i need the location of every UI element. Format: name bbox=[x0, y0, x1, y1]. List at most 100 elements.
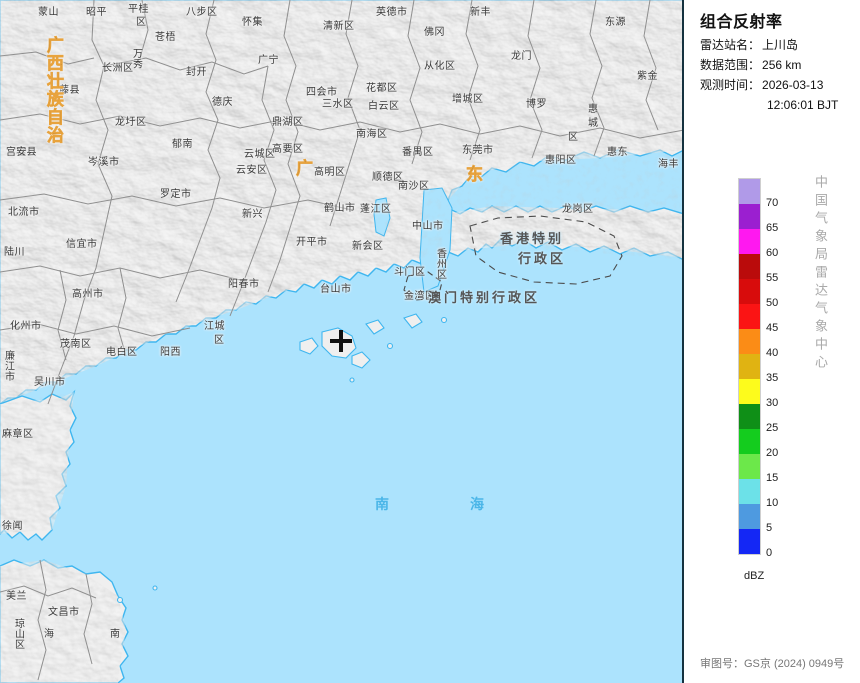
map-label-place: 苍梧 bbox=[155, 32, 176, 43]
colorbar-segment-55 bbox=[739, 279, 760, 304]
colorbar-gradient bbox=[738, 178, 761, 555]
map-label-place: 区 bbox=[214, 335, 225, 346]
map-label-place: 中山市 bbox=[412, 221, 444, 232]
map-label-place: 鼎湖区 bbox=[272, 117, 304, 128]
map-label-place: 南 bbox=[110, 629, 121, 640]
map-label-place: 增城区 bbox=[452, 94, 484, 105]
map-label-place: 岑溪市 bbox=[88, 157, 120, 168]
map-label-place: 云城区 bbox=[244, 149, 276, 160]
map-label-place: 博罗 bbox=[526, 99, 547, 110]
map-label-place: 南沙区 bbox=[398, 181, 430, 192]
meta-row-time: 观测时间： 2026-03-13 bbox=[700, 77, 838, 94]
colorbar-segment-75 bbox=[739, 179, 760, 204]
map-label-place: 江城 bbox=[204, 321, 225, 332]
map-label-sea: 南 bbox=[375, 496, 391, 512]
map-label-place: 蓬江区 bbox=[360, 204, 392, 215]
map-approval-number: 审图号：GS京 (2024) 0949号 bbox=[700, 658, 845, 670]
map-label-place: 香州区 bbox=[434, 248, 446, 280]
map-label-place: 佛冈 bbox=[424, 27, 445, 38]
metadata-block: 雷达站名： 上川岛 数据范围： 256 km 观测时间： 2026-03-13 … bbox=[700, 37, 838, 114]
map-label-place: 宫安 bbox=[6, 147, 27, 158]
map-label-place: 英德市 bbox=[376, 7, 408, 18]
map-label-place: 番禺区 bbox=[402, 147, 434, 158]
colorbar-unit: dBZ bbox=[744, 570, 765, 582]
meta-key-station: 雷达站名： bbox=[700, 38, 761, 52]
map-label-province: 广西壮族自治 bbox=[43, 36, 64, 145]
colorbar-tick-25: 25 bbox=[766, 422, 779, 434]
map-label-place: 高明区 bbox=[314, 167, 346, 178]
map-label-place: 徐闻 bbox=[2, 521, 23, 532]
colorbar-tick-20: 20 bbox=[766, 447, 779, 459]
map-label-place: 海 bbox=[44, 629, 55, 640]
radar-map[interactable]: 蒙山 昭平 平桂区 八步区 怀集 清新区 英德市 佛冈 新丰 东源 苍梧 万秀 广宁 从化区 龙门 紫金 长洲区… bbox=[0, 0, 684, 683]
map-label-place: 斗门区 bbox=[394, 267, 426, 278]
map-label-place: 电白区 bbox=[106, 347, 138, 358]
colorbar-segment-20 bbox=[739, 454, 760, 479]
colorbar-segment-25 bbox=[739, 429, 760, 454]
colorbar-tick-10: 10 bbox=[766, 497, 779, 509]
colorbar-segment-15 bbox=[739, 479, 760, 504]
map-label-place: 花都区 bbox=[366, 83, 398, 94]
map-label-place: 郁南 bbox=[172, 139, 193, 150]
map-label-place: 新会区 bbox=[352, 241, 384, 252]
map-label-place: 四会市 bbox=[306, 87, 338, 98]
map-label-place: 开平市 bbox=[296, 237, 328, 248]
map-label-place: 蒙山 bbox=[38, 7, 59, 18]
colorbar-segment-30 bbox=[739, 404, 760, 429]
colorbar-segment-45 bbox=[739, 329, 760, 354]
map-label-place: 清新区 bbox=[323, 21, 355, 32]
map-label-place: 东源 bbox=[605, 17, 626, 28]
map-label-province: 广 bbox=[296, 159, 314, 178]
map-label-place: 金湾区 bbox=[404, 291, 436, 302]
map-label-place: 区 bbox=[568, 132, 579, 143]
colorbar-tick-30: 30 bbox=[766, 397, 779, 409]
meta-row-station: 雷达站名： 上川岛 bbox=[700, 37, 838, 54]
colorbar-tick-60: 60 bbox=[766, 247, 779, 259]
colorbar-tick-65: 65 bbox=[766, 222, 779, 234]
map-label-place: 吴川市 bbox=[34, 377, 66, 388]
colorbar-segment-65 bbox=[739, 229, 760, 254]
map-label-place: 北流市 bbox=[8, 207, 40, 218]
map-label-place: 三水区 bbox=[322, 99, 354, 110]
map-label-place: 白云区 bbox=[368, 101, 400, 112]
map-label-place: 容县 bbox=[16, 147, 37, 158]
colorbar-tick-55: 55 bbox=[766, 272, 779, 284]
colorbar-segment-10 bbox=[739, 504, 760, 529]
colorbar-tick-45: 45 bbox=[766, 322, 779, 334]
colorbar-tick-40: 40 bbox=[766, 347, 779, 359]
map-label-place: 惠阳区 bbox=[545, 155, 577, 166]
meta-key-time: 观测时间： bbox=[700, 78, 761, 93]
map-label-place: 云安区 bbox=[236, 165, 268, 176]
map-label-place: 阳西 bbox=[160, 347, 181, 358]
product-title: 组合反射率 bbox=[700, 14, 783, 31]
map-label-place: 德庆 bbox=[212, 97, 233, 108]
map-label-place: 东莞市 bbox=[462, 145, 494, 156]
map-label-place: 龙岗区 bbox=[562, 204, 594, 215]
map-label-place: 惠 bbox=[588, 104, 599, 115]
colorbar-tick-35: 35 bbox=[766, 372, 779, 384]
map-label-place: 新丰 bbox=[470, 7, 491, 18]
map-label-place: 罗定市 bbox=[160, 189, 192, 200]
map-label-province: 东 bbox=[466, 165, 484, 184]
map-label-place: 封开 bbox=[186, 67, 207, 78]
map-label-place: 麻章区 bbox=[2, 429, 34, 440]
map-label-place: 文昌市 bbox=[48, 607, 80, 618]
colorbar-segment-5 bbox=[739, 529, 760, 554]
map-label-place: 惠东 bbox=[607, 147, 628, 158]
map-label-place: 怀集 bbox=[242, 17, 263, 28]
map-label-place: 高州市 bbox=[72, 289, 104, 300]
colorbar-segment-60 bbox=[739, 254, 760, 279]
map-label-place: 化州市 bbox=[10, 321, 42, 332]
agency-watermark: 中国气象局雷达气象中心 bbox=[813, 175, 828, 373]
map-label-place: 龙圩区 bbox=[115, 117, 147, 128]
map-label-sar: 澳门特别行政区 bbox=[428, 290, 541, 305]
radar-station-marker[interactable] bbox=[330, 330, 352, 352]
map-label-place: 琼山区 bbox=[12, 618, 24, 650]
meta-key-range: 数据范围： bbox=[700, 58, 761, 73]
colorbar-tick-5: 5 bbox=[766, 522, 773, 534]
map-label-place: 鹤山市 bbox=[324, 203, 356, 214]
info-panel: 组合反射率 雷达站名： 上川岛 数据范围： 256 km 观测时间： 2026-… bbox=[686, 0, 860, 683]
map-label-place: 区 bbox=[136, 17, 147, 28]
colorbar-segment-40 bbox=[739, 354, 760, 379]
